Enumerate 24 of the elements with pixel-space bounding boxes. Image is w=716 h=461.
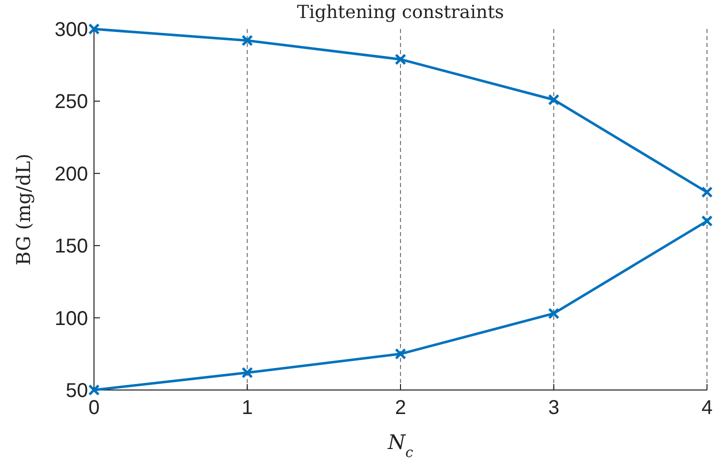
point xyxy=(242,34,253,46)
point xyxy=(548,94,560,106)
x-tick-label: 3 xyxy=(548,397,560,419)
y-tick-label: 300 xyxy=(54,19,88,41)
y-tick-label: 150 xyxy=(54,236,88,258)
chart-title: Tightening constraints xyxy=(296,2,504,23)
y-axis-title: BG (mg/dL) xyxy=(13,154,35,266)
point xyxy=(701,186,713,198)
point xyxy=(701,215,713,227)
y-tick-label: 200 xyxy=(54,163,88,186)
point xyxy=(242,366,253,378)
point xyxy=(88,384,100,396)
x-tick-label: 4 xyxy=(701,397,713,419)
x-tick-label: 0 xyxy=(88,397,100,419)
x-tick-label: 1 xyxy=(242,397,253,419)
x-tick-label: 2 xyxy=(394,397,406,419)
x-axis-title: N$_{c}$ xyxy=(386,430,414,461)
point xyxy=(548,308,560,320)
point xyxy=(394,54,406,66)
point xyxy=(394,348,406,360)
y-tick-label: 250 xyxy=(54,91,88,114)
y-tick-label: 50 xyxy=(66,380,88,402)
point xyxy=(88,23,100,35)
y-tick-label: 100 xyxy=(54,308,88,330)
